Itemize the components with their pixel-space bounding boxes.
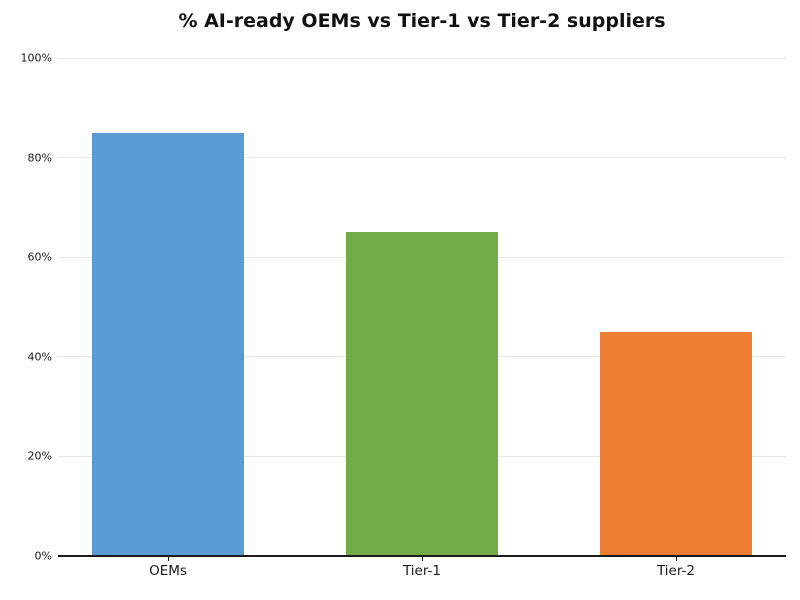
bar-tier-2 <box>599 331 753 556</box>
gridline-80 <box>58 157 786 159</box>
bar-tier-1 <box>345 232 499 556</box>
x-tick-mark-tier-2 <box>676 557 677 561</box>
y-tick-label-60: 60% <box>27 250 52 264</box>
bar-oems <box>91 132 245 556</box>
x-tick-label-oems: OEMs <box>149 563 187 579</box>
x-tick-label-tier-2: Tier-2 <box>656 563 696 579</box>
x-axis-line <box>58 555 786 557</box>
y-tick-label-80: 80% <box>27 151 52 165</box>
y-tick-label-20: 20% <box>27 449 52 463</box>
y-tick-label-100: 100% <box>20 51 52 65</box>
plot-area <box>58 57 786 557</box>
y-tick-label-40: 40% <box>27 350 52 364</box>
x-tick-mark-oems <box>167 557 169 561</box>
gridline-100 <box>58 57 786 59</box>
y-tick-label-0: 0% <box>34 549 52 563</box>
x-tick-label-tier-1: Tier-1 <box>402 563 442 579</box>
chart-title: % AI-ready OEMs vs Tier-1 vs Tier-2 supp… <box>178 10 666 32</box>
x-tick-mark-tier-1 <box>422 557 423 561</box>
